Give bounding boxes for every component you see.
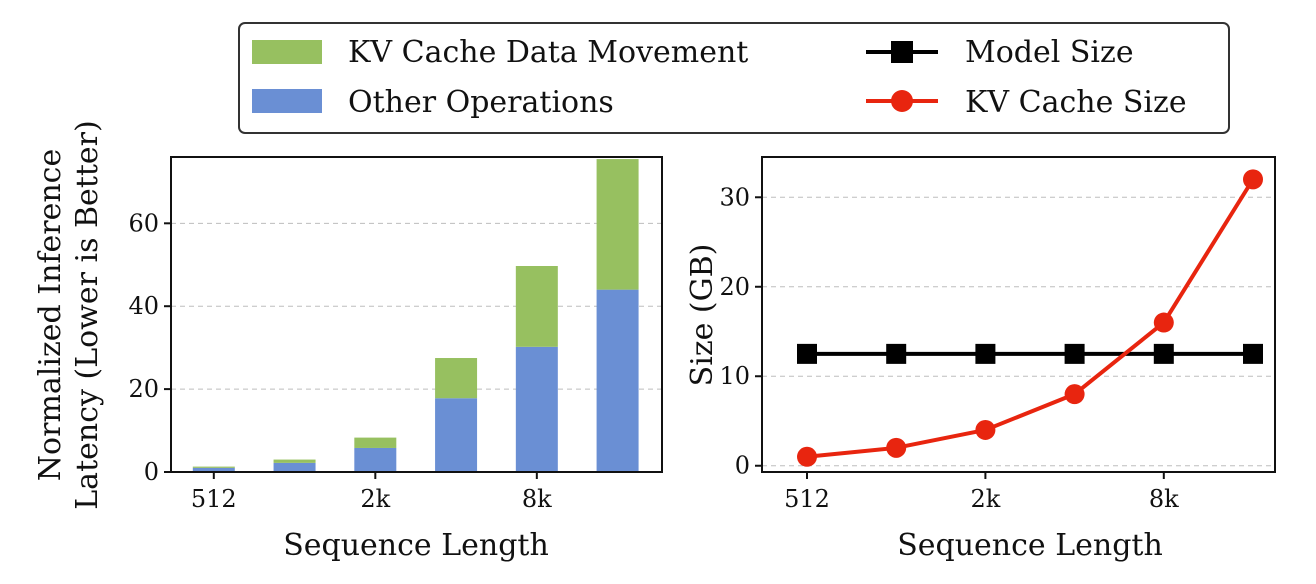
left-x-axis-title: Sequence Length xyxy=(283,528,549,563)
right-y-ticks: 0 10 20 30 xyxy=(719,183,762,480)
right-y-tick-label-20: 20 xyxy=(719,273,750,301)
legend-marker-model-size xyxy=(891,41,913,63)
left-x-tick-label-2k: 2k xyxy=(360,485,390,513)
right-y-tick-label-0: 0 xyxy=(735,452,750,480)
left-x-ticks: 512 2k 8k xyxy=(191,472,552,513)
left-y-tick-label-60: 60 xyxy=(128,209,159,237)
bar-other-operations-0 xyxy=(192,467,235,472)
right-x-ticks: 512 2k 8k xyxy=(784,472,1179,513)
right-y-axis-title: Size (GB) xyxy=(685,244,720,387)
right-y-tick-label-10: 10 xyxy=(719,362,750,390)
right-gridlines xyxy=(762,196,1275,467)
line-kv-cache-size xyxy=(806,178,1255,459)
right-x-axis-title: Sequence Length xyxy=(897,528,1163,563)
legend-frame xyxy=(238,22,1230,134)
left-y-axis-title-line2: Latency (Lower is Better) xyxy=(70,120,105,509)
left-x-tick-label-8k: 8k xyxy=(522,485,552,513)
marker-kv-cache-size-2 xyxy=(975,419,996,440)
bar-kv-cache-data-movement-0 xyxy=(192,466,235,468)
marker-kv-cache-size-3 xyxy=(1064,384,1085,405)
right-x-tick-label-512: 512 xyxy=(784,485,830,513)
legend-swatch-other-ops xyxy=(252,89,322,113)
marker-kv-cache-size-5 xyxy=(1243,169,1263,190)
marker-model-size-2 xyxy=(975,343,996,364)
marker-kv-cache-size-1 xyxy=(886,437,907,458)
bar-kv-cache-data-movement-4 xyxy=(515,266,558,347)
marker-kv-cache-size-4 xyxy=(1153,312,1174,333)
legend-label-model-size: Model Size xyxy=(965,35,1134,70)
right-plot-frame xyxy=(761,156,1276,473)
size-line-chart: 0 10 20 30 512 2k 8k Sequence Length Size (GB… xyxy=(685,156,1276,563)
marker-model-size-4 xyxy=(1153,343,1174,364)
bar-other-operations-3 xyxy=(435,398,478,472)
bar-other-operations-4 xyxy=(515,346,558,472)
marker-model-size-5 xyxy=(1243,343,1263,364)
marker-model-size-1 xyxy=(886,343,907,364)
left-y-tick-label-20: 20 xyxy=(128,375,159,403)
bar-other-operations-2 xyxy=(354,447,397,472)
legend-label-kv-movement: KV Cache Data Movement xyxy=(348,35,748,70)
bar-kv-cache-data-movement-2 xyxy=(354,437,397,448)
left-y-tick-label-40: 40 xyxy=(128,292,159,320)
bar-other-operations-5 xyxy=(596,289,639,472)
bar-kv-cache-data-movement-1 xyxy=(273,459,316,463)
bar-kv-cache-data-movement-3 xyxy=(435,358,478,399)
legend-label-other-ops: Other Operations xyxy=(348,85,614,120)
legend-label-kv-size: KV Cache Size xyxy=(965,85,1187,120)
latency-bar-chart: 0 20 40 60 512 2k 8k Sequence Length Normaliz… xyxy=(33,120,663,563)
right-y-tick-label-30: 30 xyxy=(719,183,750,211)
right-x-tick-label-2k: 2k xyxy=(970,485,1000,513)
legend: KV Cache Data Movement Other Operations … xyxy=(238,22,1230,134)
left-bars xyxy=(192,159,639,472)
left-y-tick-label-0: 0 xyxy=(144,458,159,486)
left-x-tick-label-512: 512 xyxy=(191,485,237,513)
marker-model-size-3 xyxy=(1064,343,1085,364)
bar-other-operations-1 xyxy=(273,462,316,472)
left-y-ticks: 0 20 40 60 xyxy=(128,209,171,486)
legend-marker-kv-size xyxy=(891,90,913,112)
bar-kv-cache-data-movement-5 xyxy=(596,159,639,290)
legend-swatch-kv-movement xyxy=(252,40,322,64)
left-y-axis-title-line1: Normalized Inference xyxy=(33,149,68,481)
left-gridlines xyxy=(171,222,662,390)
right-x-tick-label-8k: 8k xyxy=(1149,485,1179,513)
left-plot-frame xyxy=(170,156,663,473)
right-series xyxy=(797,169,1263,467)
marker-kv-cache-size-0 xyxy=(797,446,817,467)
marker-model-size-0 xyxy=(797,343,817,364)
